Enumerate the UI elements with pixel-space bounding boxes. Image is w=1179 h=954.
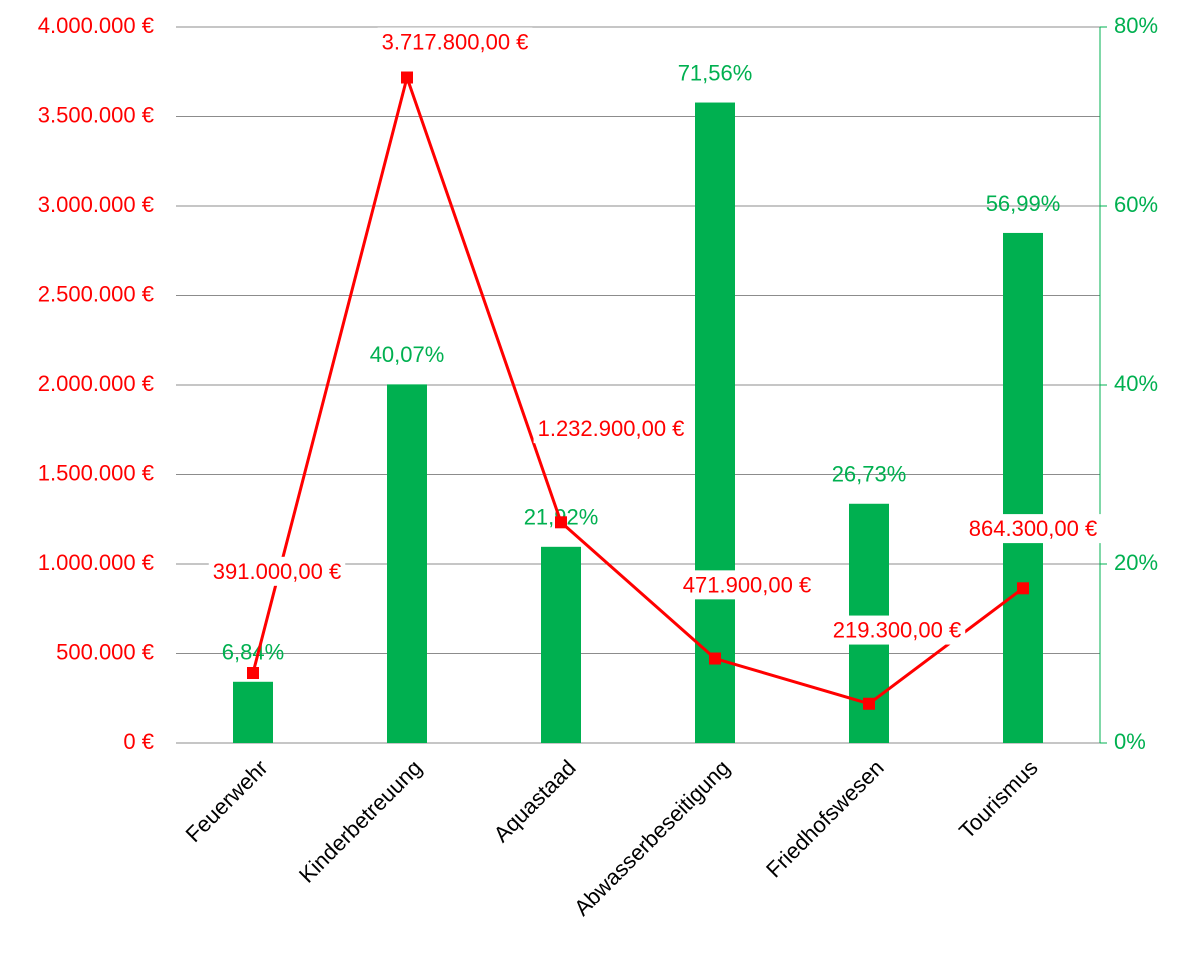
line-marker: [863, 697, 875, 710]
y-tick-label: 1.500.000 €: [38, 460, 154, 485]
line-value-label: 3.717.800,00 €: [382, 29, 529, 54]
bar: [695, 102, 735, 743]
y-tick-label: 3.000.000 €: [38, 192, 154, 217]
line-value-label: 219.300,00 €: [833, 618, 961, 643]
y-tick-label: 3.500.000 €: [38, 102, 154, 127]
label-background: [678, 570, 816, 600]
bar-value-label: 26,73%: [832, 462, 907, 487]
line-value-label: 391.000,00 €: [213, 559, 341, 584]
x-tick-label: Friedhofswesen: [761, 755, 889, 883]
label-background: [533, 414, 689, 444]
x-tick-label: Feuerwehr: [181, 755, 273, 847]
y-tick-label: 2.500.000 €: [38, 281, 154, 306]
line-marker: [1017, 582, 1029, 595]
bar: [1003, 232, 1043, 743]
line-value-label: 1.232.900,00 €: [538, 416, 685, 441]
x-tick-label: Tourismus: [954, 755, 1043, 844]
x-tick-label: Kinderbetreuung: [294, 755, 427, 888]
line-marker: [401, 71, 413, 84]
bar: [387, 384, 427, 743]
line-value-label: 864.300,00 €: [969, 516, 1097, 541]
y2-tick-label: 0%: [1114, 729, 1146, 754]
y2-tick-label: 80%: [1114, 13, 1158, 38]
line-marker: [247, 667, 259, 680]
bar-value-label: 40,07%: [370, 342, 445, 367]
y-tick-label: 500.000 €: [56, 639, 154, 664]
label-background: [964, 514, 1102, 544]
bar: [233, 681, 273, 743]
line-marker: [555, 516, 567, 529]
x-tick-label: Abwasserbeseitigung: [569, 755, 735, 921]
y-tick-label: 4.000.000 €: [38, 13, 154, 38]
y2-tick-label: 40%: [1114, 371, 1158, 396]
y2-tick-label: 20%: [1114, 550, 1158, 575]
x-tick-label: Aquastaad: [489, 755, 581, 847]
bar-value-label: 6,84%: [222, 640, 284, 665]
bar-value-label: 71,56%: [678, 60, 753, 85]
bar-value-label: 56,99%: [986, 191, 1061, 216]
line: [251, 72, 1024, 706]
line-marker: [709, 652, 721, 665]
y-tick-label: 0 €: [123, 729, 154, 754]
y2-tick-label: 60%: [1114, 192, 1158, 217]
line-value-label: 471.900,00 €: [683, 572, 811, 597]
label-background: [208, 556, 346, 586]
label-background: [377, 27, 533, 57]
y-tick-label: 2.000.000 €: [38, 371, 154, 396]
label-background: [828, 615, 966, 645]
bar: [541, 546, 581, 743]
y-tick-label: 1.000.000 €: [38, 550, 154, 575]
